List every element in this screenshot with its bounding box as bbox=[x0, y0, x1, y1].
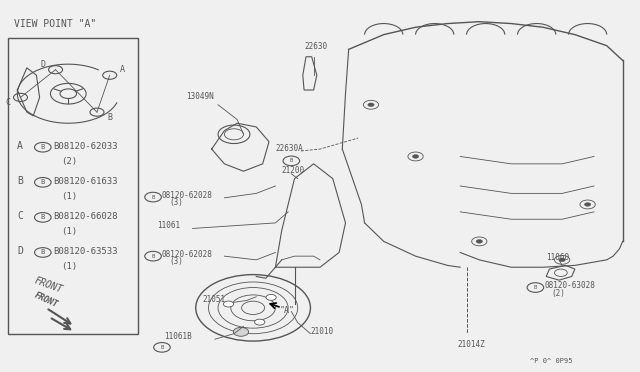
Text: (2): (2) bbox=[61, 157, 77, 166]
Text: 22630A: 22630A bbox=[275, 144, 303, 153]
Text: (2): (2) bbox=[551, 289, 565, 298]
Text: 21200: 21200 bbox=[282, 166, 305, 175]
Text: B: B bbox=[152, 254, 155, 259]
Circle shape bbox=[234, 327, 248, 336]
Text: C: C bbox=[5, 99, 10, 108]
Text: 08120-62028: 08120-62028 bbox=[162, 191, 213, 200]
Text: B: B bbox=[41, 144, 45, 150]
Text: 22630: 22630 bbox=[304, 42, 327, 51]
Text: "A": "A" bbox=[280, 307, 295, 315]
Text: B: B bbox=[290, 158, 293, 163]
Circle shape bbox=[412, 155, 419, 158]
Text: B: B bbox=[41, 250, 45, 256]
Text: C: C bbox=[17, 211, 23, 221]
Text: 21014Z: 21014Z bbox=[457, 340, 484, 349]
Circle shape bbox=[368, 103, 374, 107]
Text: B: B bbox=[108, 113, 112, 122]
Text: D: D bbox=[40, 60, 45, 69]
Text: 11061B: 11061B bbox=[164, 332, 191, 341]
Text: 08120-62028: 08120-62028 bbox=[162, 250, 213, 259]
Text: B: B bbox=[17, 176, 23, 186]
Text: (3): (3) bbox=[169, 257, 183, 266]
Text: 08120-63028: 08120-63028 bbox=[544, 281, 595, 290]
Text: 11061: 11061 bbox=[157, 221, 180, 231]
Text: (1): (1) bbox=[61, 262, 77, 271]
Text: D: D bbox=[17, 246, 23, 256]
Text: (1): (1) bbox=[61, 192, 77, 201]
Text: 21010: 21010 bbox=[310, 327, 333, 336]
Text: A: A bbox=[17, 141, 23, 151]
Text: B: B bbox=[152, 195, 155, 199]
Circle shape bbox=[223, 301, 234, 307]
Text: ^P 0^ 0P95: ^P 0^ 0P95 bbox=[531, 358, 573, 364]
Text: FRONT: FRONT bbox=[33, 276, 64, 295]
Text: B: B bbox=[41, 179, 45, 185]
Text: A: A bbox=[120, 65, 125, 74]
Text: B: B bbox=[41, 214, 45, 220]
Text: B08120-61633: B08120-61633 bbox=[54, 177, 118, 186]
Circle shape bbox=[559, 258, 565, 262]
Circle shape bbox=[476, 240, 483, 243]
Text: 21051: 21051 bbox=[202, 295, 225, 304]
Text: B: B bbox=[534, 285, 537, 290]
Circle shape bbox=[255, 319, 265, 325]
Text: B08120-62033: B08120-62033 bbox=[54, 142, 118, 151]
Circle shape bbox=[584, 203, 591, 206]
Text: B08120-63533: B08120-63533 bbox=[54, 247, 118, 256]
Text: FRONT: FRONT bbox=[33, 291, 60, 310]
Text: (3): (3) bbox=[169, 198, 183, 207]
Text: 13049N: 13049N bbox=[186, 92, 214, 101]
Text: (1): (1) bbox=[61, 227, 77, 236]
Text: 11060: 11060 bbox=[546, 253, 570, 262]
Text: VIEW POINT "A": VIEW POINT "A" bbox=[14, 19, 97, 29]
Text: B08120-66028: B08120-66028 bbox=[54, 212, 118, 221]
Circle shape bbox=[266, 295, 276, 300]
Text: B: B bbox=[161, 345, 164, 350]
